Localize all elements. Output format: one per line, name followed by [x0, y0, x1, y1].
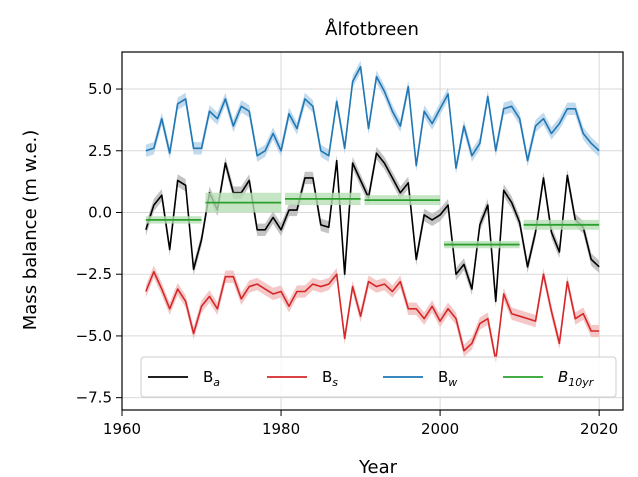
y-tick-label: 0.0 — [88, 203, 112, 221]
y-tick-label: 5.0 — [88, 80, 112, 98]
y-tick-label: 2.5 — [88, 142, 112, 160]
y-tick-label: −2.5 — [76, 265, 112, 283]
legend-label: Ba — [203, 368, 220, 389]
x-tick-label: 1960 — [103, 420, 141, 438]
x-tick-label: 1980 — [262, 420, 300, 438]
chart-title: Ålfotbreen — [325, 18, 419, 40]
y-axis-label: Mass balance (m w.e.) — [20, 130, 41, 331]
legend-label: Bw — [438, 368, 457, 389]
plot-frame — [121, 51, 624, 411]
x-tick-label: 2000 — [421, 420, 459, 438]
x-axis-label: Year — [358, 457, 398, 477]
decadal-segments — [145, 192, 600, 249]
legend-box — [140, 356, 617, 398]
legend: Ba Bs Bw B10yr — [140, 356, 617, 398]
series-line-w — [145, 66, 600, 169]
axis-ticks: 1960 1980 2000 2020 −7.5 −5.0 −2.5 0.0 2.5 5.0 — [76, 80, 619, 438]
legend-label: B10yr — [558, 368, 595, 389]
x-tick-label: 2020 — [580, 420, 618, 438]
series-band-s — [145, 265, 600, 367]
series-line-a — [145, 152, 600, 303]
y-tick-label: −5.0 — [76, 327, 112, 345]
legend-label: Bs — [322, 368, 338, 389]
y-tick-label: −7.5 — [76, 389, 112, 407]
series-line-s — [145, 270, 600, 362]
series-band-w — [145, 60, 600, 175]
series-lines — [145, 66, 600, 362]
